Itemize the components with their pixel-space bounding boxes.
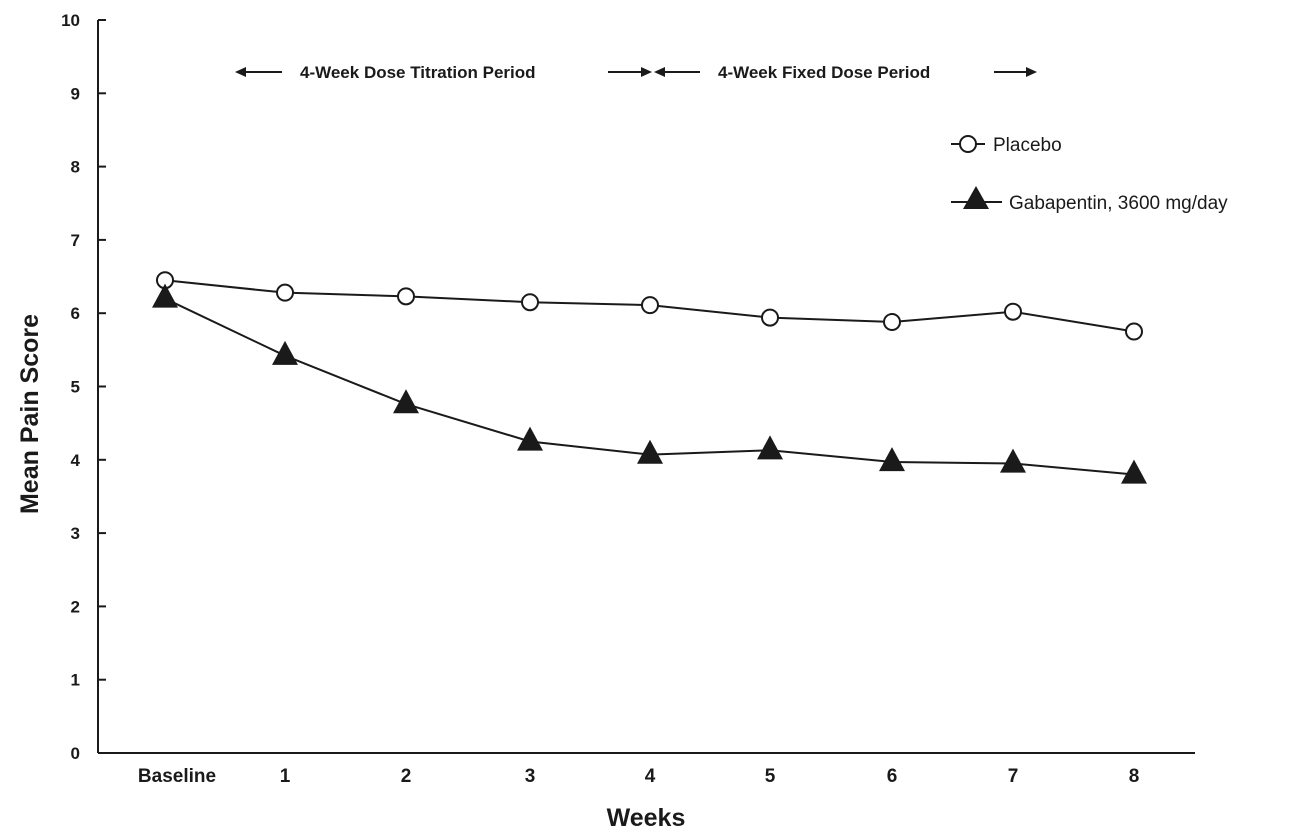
series-layer: [152, 271, 1147, 484]
legend-item-placebo: Placebo: [951, 135, 1062, 156]
placebo-point-1: [276, 283, 294, 302]
placebo-point-7: [1004, 302, 1022, 321]
fixed-right-arrowhead: [1026, 67, 1037, 77]
x-tick-label-7: 7: [1008, 766, 1019, 787]
y-tick-label-10: 10: [61, 11, 80, 30]
y-tick-label-7: 7: [71, 231, 80, 250]
gabapentin-point-2: [393, 389, 419, 414]
x-tick-label-3: 3: [525, 766, 536, 787]
x-axis-title: Weeks: [607, 804, 686, 832]
y-tick-label-9: 9: [71, 84, 80, 103]
titration-period-label: 4-Week Dose Titration Period: [300, 63, 536, 82]
x-tick-label-2: 2: [401, 766, 412, 787]
gabapentin-point-6: [879, 447, 905, 472]
x-tick-label-4: 4: [645, 766, 656, 787]
gabapentin-point-4: [637, 439, 663, 464]
placebo-point-5: [761, 308, 779, 327]
legend-gabapentin-marker: [963, 186, 989, 209]
gabapentin-point-3: [517, 426, 543, 451]
x-tick-label-1: 1: [280, 766, 291, 787]
x-axis: Baseline 1 2 3 4 5 6 7 8: [98, 752, 1195, 787]
legend-placebo-marker: [959, 135, 977, 153]
gabapentin-point-5: [757, 435, 783, 460]
y-tick-label-1: 1: [71, 671, 80, 690]
y-tick-label-2: 2: [71, 597, 80, 616]
fixed-left-arrowhead: [654, 67, 665, 77]
gabapentin-point-1: [272, 340, 298, 365]
series-gabapentin: [152, 283, 1147, 484]
x-tick-label-6: 6: [887, 766, 898, 787]
y-tick-label-6: 6: [71, 304, 80, 323]
x-axis-ticks: Baseline 1 2 3 4 5 6 7 8: [138, 766, 1139, 787]
legend: Placebo Gabapentin, 3600 mg/day: [951, 135, 1228, 214]
legend-item-gabapentin: Gabapentin, 3600 mg/day: [951, 186, 1228, 214]
y-tick-label-3: 3: [71, 524, 80, 543]
gabapentin-point-baseline: [152, 283, 178, 308]
placebo-point-3: [521, 293, 539, 312]
fixed-period-label: 4-Week Fixed Dose Period: [718, 63, 930, 82]
placebo-point-8: [1125, 322, 1143, 341]
x-tick-label-5: 5: [765, 766, 776, 787]
y-axis-ticks: 0 1 2 3 4 5 6 7 8 9 10: [61, 11, 106, 763]
placebo-point-6: [883, 312, 901, 331]
x-tick-label-8: 8: [1129, 766, 1140, 787]
gabapentin-point-7: [1000, 448, 1026, 473]
y-tick-label-0: 0: [71, 744, 80, 763]
legend-placebo-label: Placebo: [993, 135, 1062, 156]
y-tick-label-4: 4: [71, 451, 81, 470]
y-axis-title: Mean Pain Score: [16, 314, 44, 514]
x-tick-label-baseline: Baseline: [138, 766, 216, 787]
legend-gabapentin-label: Gabapentin, 3600 mg/day: [1009, 193, 1228, 214]
placebo-point-4: [641, 296, 659, 315]
y-tick-label-8: 8: [71, 158, 80, 177]
y-axis: 0 1 2 3 4 5 6 7 8 9 10: [61, 11, 106, 763]
series-placebo: [156, 271, 1143, 341]
y-tick-label-5: 5: [71, 378, 80, 397]
titration-left-arrowhead: [235, 67, 246, 77]
gabapentin-point-8: [1121, 459, 1147, 484]
period-annotations: 4-Week Dose Titration Period 4-Week Fixe…: [235, 63, 1037, 82]
titration-right-arrowhead: [641, 67, 652, 77]
placebo-point-2: [397, 287, 415, 306]
